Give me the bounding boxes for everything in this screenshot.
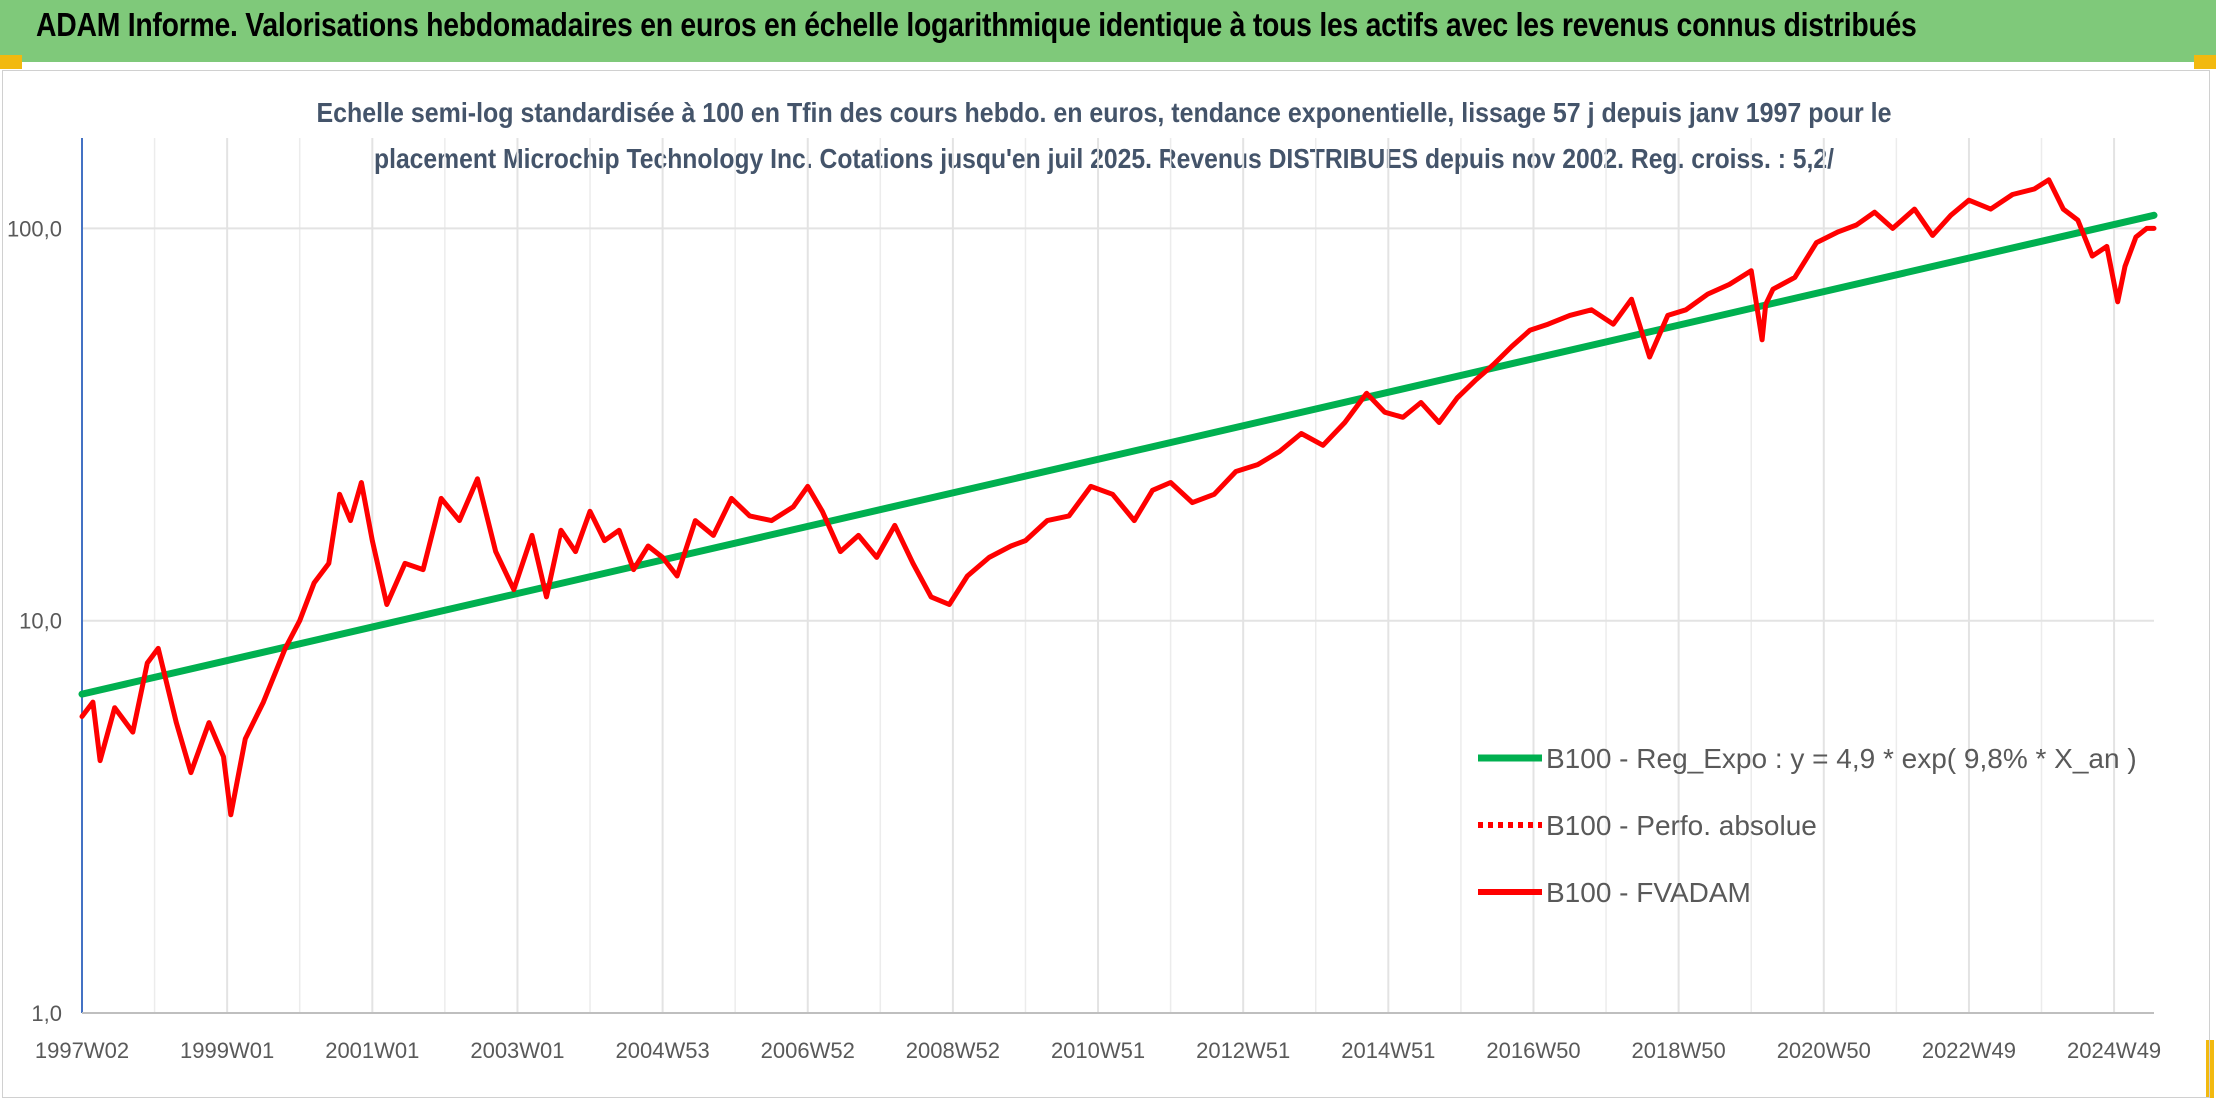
x-tick-label: 2018W50 bbox=[1632, 1038, 1726, 1063]
regression-line bbox=[78, 211, 2158, 698]
x-tick-label: 2016W50 bbox=[1486, 1038, 1580, 1063]
y-tick-label: 1,0 bbox=[31, 1001, 62, 1026]
chart-title-line: Echelle semi-log standardisée à 100 en T… bbox=[317, 97, 1892, 128]
chart-frame bbox=[2, 70, 2210, 1098]
x-tick-label: 2006W52 bbox=[761, 1038, 855, 1063]
x-tick-label: 2022W49 bbox=[1922, 1038, 2016, 1063]
report-title: ADAM Informe. Valorisations hebdomadaire… bbox=[36, 6, 1917, 43]
corner-mark-bottom-right bbox=[2206, 1040, 2214, 1098]
chart-grid bbox=[81, 138, 2154, 1014]
x-tick-label: 2003W01 bbox=[470, 1038, 564, 1063]
chart-legend: B100 - Reg_Expo : y = 4,9 * exp( 9,8% * … bbox=[1478, 743, 2137, 908]
chart-title-line: placement Microchip Technology Inc. Cota… bbox=[374, 143, 1834, 174]
x-tick-label: 1999W01 bbox=[180, 1038, 274, 1063]
x-tick-label: 2012W51 bbox=[1196, 1038, 1290, 1063]
report-banner: ADAM Informe. Valorisations hebdomadaire… bbox=[0, 0, 2216, 62]
corner-mark-left bbox=[0, 55, 22, 69]
chart-title: Echelle semi-log standardisée à 100 en T… bbox=[317, 97, 1892, 174]
legend-label: B100 - Reg_Expo : y = 4,9 * exp( 9,8% * … bbox=[1546, 743, 2137, 774]
chart-series bbox=[78, 177, 2158, 818]
fvadam-line bbox=[79, 177, 2157, 818]
x-tick-label: 1997W02 bbox=[35, 1038, 129, 1063]
y-tick-label: 10,0 bbox=[19, 609, 62, 634]
x-tick-label: 2004W53 bbox=[616, 1038, 710, 1063]
chart-axes: 1,0 10,0 100,0 1997W02 1999W01 2001W01 2003W01… bbox=[7, 138, 2161, 1063]
x-tick-label: 2014W51 bbox=[1341, 1038, 1435, 1063]
legend-label: B100 - FVADAM bbox=[1546, 877, 1751, 908]
y-tick-label: 100,0 bbox=[7, 216, 62, 241]
x-tick-label: 2024W49 bbox=[2067, 1038, 2161, 1063]
x-tick-label: 2008W52 bbox=[906, 1038, 1000, 1063]
corner-mark-right bbox=[2194, 55, 2216, 69]
x-tick-label: 2020W50 bbox=[1777, 1038, 1871, 1063]
legend-label: B100 - Perfo. absolue bbox=[1546, 810, 1817, 841]
x-tick-label: 2001W01 bbox=[325, 1038, 419, 1063]
x-tick-label: 2010W51 bbox=[1051, 1038, 1145, 1063]
